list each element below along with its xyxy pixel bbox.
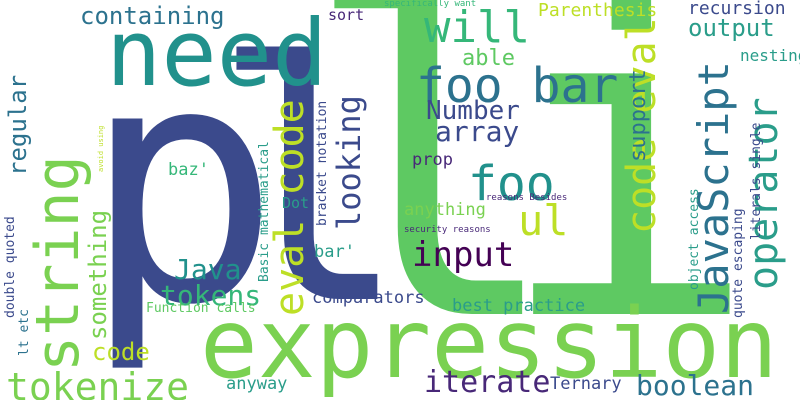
cloud-word: boolean — [636, 369, 755, 400]
cloud-word: will — [424, 2, 530, 53]
cloud-word: support — [626, 69, 651, 162]
cloud-word: tokenize — [6, 365, 190, 400]
cloud-word: Basic mathematical — [257, 141, 272, 282]
cloud-word: output — [688, 14, 775, 42]
cloud-word: specifically want — [384, 0, 477, 9]
cloud-word: Dot — [282, 194, 310, 212]
cloud-word: looking — [330, 95, 368, 230]
cloud-word: string — [23, 155, 93, 372]
cloud-word: bracket notation — [315, 100, 330, 226]
cloud-word: comparators — [312, 288, 425, 308]
cloud-word: input — [412, 235, 515, 275]
cloud-word: security reasons — [404, 225, 491, 235]
cloud-word: nesting — [740, 46, 800, 65]
cloud-word: double quoted — [3, 216, 18, 318]
cloud-word: Ternary — [550, 374, 622, 394]
cloud-word: best practice — [452, 296, 586, 316]
cloud-word: bar' — [314, 242, 355, 262]
cloud-word: object access — [687, 188, 702, 290]
cloud-word: quote escaping — [731, 208, 746, 318]
cloud-word: li — [300, 0, 760, 400]
cloud-word: recursion — [688, 0, 786, 19]
cloud-word: array — [435, 115, 520, 148]
cloud-word: iterate — [424, 365, 551, 400]
cloud-word: foo bar — [416, 58, 619, 114]
cloud-word: anything — [404, 200, 486, 220]
cloud-word: foo — [468, 156, 555, 212]
cloud-word: able — [462, 46, 515, 71]
cloud-word: containing — [80, 2, 225, 30]
cloud-word: Function calls — [146, 301, 256, 316]
cloud-word: avoid using — [97, 125, 105, 172]
cloud-word: literals single — [749, 122, 764, 240]
cloud-word: reasons Besides — [486, 193, 568, 203]
cloud-word: ul — [518, 196, 569, 245]
cloud-word: tokens — [160, 279, 262, 312]
cloud-word: Parenthesis — [538, 0, 658, 21]
cloud-word: regular — [4, 74, 32, 176]
cloud-word: code — [92, 338, 150, 366]
cloud-word: anyway — [226, 374, 288, 394]
cloud-word: Number — [426, 96, 520, 126]
cloud-word: expression — [200, 288, 778, 400]
cloud-word: lt etc — [17, 309, 32, 356]
cloud-word: Java — [174, 253, 242, 286]
cloud-word: something — [84, 209, 112, 340]
cloud-word: baz' — [168, 160, 209, 180]
cloud-word: need — [106, 0, 328, 107]
cloud-word: prop — [412, 150, 453, 170]
cloud-word: sort — [328, 6, 365, 24]
